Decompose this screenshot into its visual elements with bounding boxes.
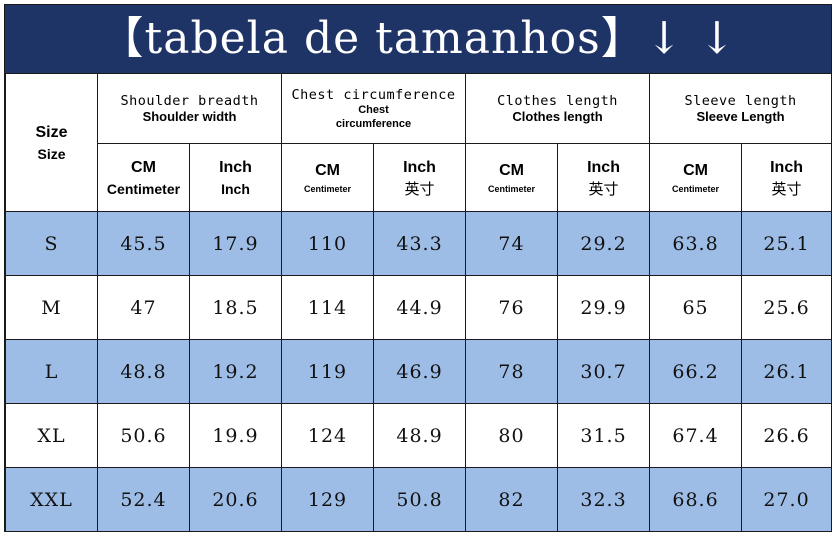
- unit-sublabel: Centimeter: [488, 183, 536, 194]
- value-cell: 25.6: [741, 275, 833, 340]
- table-row: M 47 18.5 114 44.9 76 29.9 65 25.6: [5, 275, 833, 340]
- group-subtitle: Sleeve Length: [696, 108, 785, 124]
- header-row-units: CM Centimeter Inch Inch CM Centimeter In…: [6, 143, 833, 212]
- value-cell: 110: [281, 211, 375, 276]
- unit-label: CM: [499, 161, 524, 179]
- value-cell: 50.8: [373, 467, 467, 532]
- value-cell: 68.6: [649, 467, 743, 532]
- unit-label: CM: [315, 161, 340, 179]
- unit-sublabel: Centimeter: [304, 183, 352, 194]
- value-cell: 52.4: [97, 467, 190, 532]
- value-cell: 74: [465, 211, 559, 276]
- value-cell: 32.3: [557, 467, 651, 532]
- group-header-shoulder: Shoulder breadth Shoulder width: [96, 73, 283, 144]
- group-title: Sleeve length: [684, 92, 797, 109]
- value-cell: 66.2: [649, 339, 743, 404]
- unit-label: CM: [131, 158, 156, 176]
- value-cell: 31.5: [557, 403, 651, 468]
- value-cell: 47: [97, 275, 190, 340]
- page-title: 【tabela de tamanhos】↓ ↓: [5, 5, 831, 73]
- value-cell: 48.9: [373, 403, 467, 468]
- table-row: XXL 52.4 20.6 129 50.8 82 32.3 68.6 27.0: [5, 467, 833, 532]
- group-title: Clothes length: [497, 92, 618, 109]
- value-cell: 25.1: [741, 211, 833, 276]
- value-cell: 17.9: [188, 211, 283, 276]
- value-cell: 19.9: [188, 403, 283, 468]
- size-cell: M: [5, 275, 98, 340]
- size-header-sub: Size: [37, 145, 66, 162]
- group-header-clothes: Clothes length Clothes length: [465, 73, 651, 144]
- unit-header-cell: Inch 英寸: [373, 143, 467, 212]
- table-row: S 45.5 17.9 110 43.3 74 29.2 63.8 25.1: [5, 211, 833, 276]
- value-cell: 18.5: [188, 275, 283, 340]
- unit-header-cell: Inch 英寸: [557, 143, 651, 212]
- unit-header-cell: Inch Inch: [188, 143, 283, 212]
- value-cell: 80: [465, 403, 559, 468]
- value-cell: 129: [281, 467, 375, 532]
- unit-sublabel: 英寸: [588, 179, 619, 198]
- unit-header-cell: Inch 英寸: [741, 143, 833, 212]
- value-cell: 29.9: [557, 275, 651, 340]
- value-cell: 26.6: [741, 403, 833, 468]
- unit-sublabel: 英寸: [771, 179, 802, 198]
- size-cell: S: [5, 211, 98, 276]
- value-cell: 63.8: [649, 211, 743, 276]
- size-cell: L: [5, 339, 98, 404]
- value-cell: 65: [649, 275, 743, 340]
- value-cell: 30.7: [557, 339, 651, 404]
- unit-sublabel: Inch: [221, 180, 250, 197]
- unit-label: CM: [683, 161, 708, 179]
- size-table: Size Size Shoulder breadth Shoulder widt…: [5, 73, 833, 532]
- value-cell: 19.2: [188, 339, 283, 404]
- value-cell: 114: [281, 275, 375, 340]
- size-cell: XL: [5, 403, 98, 468]
- group-subtitle-2: circumference: [335, 117, 412, 130]
- value-cell: 20.6: [188, 467, 283, 532]
- group-header-chest: Chest circumference Chest circumference: [281, 73, 467, 144]
- unit-header-cell: CM Centimeter: [281, 143, 375, 212]
- table-row: L 48.8 19.2 119 46.9 78 30.7 66.2 26.1: [5, 339, 833, 404]
- value-cell: 45.5: [97, 211, 190, 276]
- value-cell: 82: [465, 467, 559, 532]
- value-cell: 76: [465, 275, 559, 340]
- group-subtitle: Clothes length: [512, 108, 603, 124]
- size-header-cell: Size Size: [5, 73, 98, 212]
- unit-header-cell: CM Centimeter: [649, 143, 743, 212]
- header-row-groups: Size Size Shoulder breadth Shoulder widt…: [5, 73, 833, 212]
- group-subtitle: Shoulder width: [142, 108, 237, 124]
- table-row: XL 50.6 19.9 124 48.9 80 31.5 67.4 26.6: [5, 403, 833, 468]
- unit-label: Inch: [219, 158, 252, 176]
- size-cell: XXL: [5, 467, 98, 532]
- unit-sublabel: Centimeter: [106, 180, 181, 197]
- value-cell: 78: [465, 339, 559, 404]
- unit-label: Inch: [587, 158, 620, 176]
- value-cell: 124: [281, 403, 375, 468]
- size-header-label: Size: [35, 123, 68, 141]
- group-title: Chest circumference: [291, 86, 456, 103]
- unit-label: Inch: [770, 158, 803, 176]
- value-cell: 44.9: [373, 275, 467, 340]
- value-cell: 46.9: [373, 339, 467, 404]
- value-cell: 48.8: [97, 339, 190, 404]
- value-cell: 27.0: [741, 467, 833, 532]
- value-cell: 67.4: [649, 403, 743, 468]
- group-header-sleeve: Sleeve length Sleeve Length: [649, 73, 833, 144]
- value-cell: 50.6: [97, 403, 190, 468]
- unit-sublabel: Centimeter: [672, 183, 720, 194]
- value-cell: 43.3: [373, 211, 467, 276]
- group-title: Shoulder breadth: [120, 92, 259, 109]
- value-cell: 29.2: [557, 211, 651, 276]
- value-cell: 119: [281, 339, 375, 404]
- unit-label: Inch: [403, 158, 436, 176]
- unit-sublabel: 英寸: [404, 179, 435, 198]
- value-cell: 26.1: [741, 339, 833, 404]
- group-subtitle: Chest: [358, 103, 389, 116]
- unit-header-cell: CM Centimeter: [465, 143, 559, 212]
- unit-header-cell: CM Centimeter: [97, 143, 190, 212]
